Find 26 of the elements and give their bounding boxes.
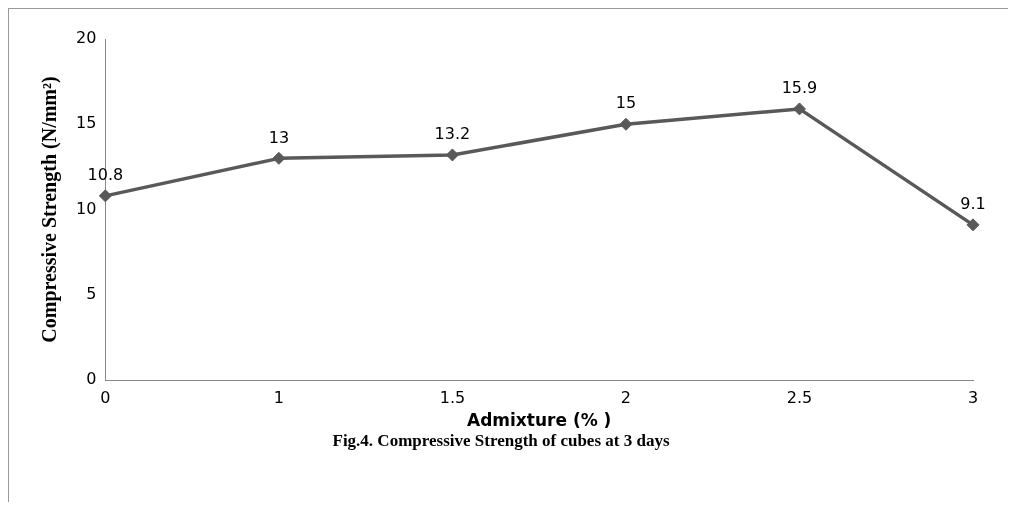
y-tick-label: 15 <box>76 113 97 133</box>
data-label: 13 <box>268 127 290 147</box>
text: Fig.4. Compressive Strength of cubes at 3 days <box>332 431 670 451</box>
point <box>792 102 806 116</box>
y-tick-label: 10 <box>76 198 97 218</box>
data-label: 15.9 <box>781 78 818 98</box>
point <box>445 148 459 162</box>
data-label: 15 <box>615 93 637 113</box>
y-axis-title: Compressive Strength (N/mm²) <box>38 76 62 343</box>
y-tick-label: 5 <box>86 283 97 303</box>
x-tick-label: 1.5 <box>439 387 466 407</box>
x-tick-label: 3 <box>967 387 979 407</box>
point <box>619 117 633 131</box>
point <box>272 151 286 165</box>
x-tick-label: 1 <box>273 387 284 407</box>
data-label: 13.2 <box>434 124 471 144</box>
data-label: 9.1 <box>960 194 986 213</box>
point <box>98 189 112 203</box>
x-tick-label: 0 <box>100 387 111 407</box>
y-tick-label: 20 <box>76 28 97 48</box>
y-tick-label: 0 <box>86 369 97 389</box>
x-tick-label: 2 <box>620 387 632 407</box>
point <box>966 218 980 232</box>
x-tick-label: 2.5 <box>786 387 813 407</box>
data-label: 10.8 <box>87 165 124 185</box>
x-axis-title: Admixture (% ) <box>466 409 612 430</box>
